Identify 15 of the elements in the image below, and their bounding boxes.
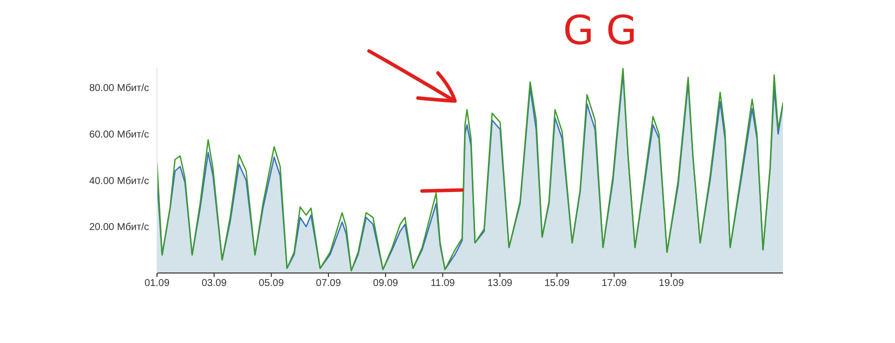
text: GG (563, 8, 649, 54)
x-tick-label: 01.09 (144, 278, 170, 290)
y-tick-label: 80.00 Мбит/с (89, 83, 149, 94)
x-tick-label: 13.09 (487, 278, 513, 290)
x-tick-label: 19.09 (658, 278, 684, 290)
x-tick-label: 07.09 (316, 278, 342, 290)
y-tick-label: 60.00 Мбит/с (89, 130, 149, 141)
x-tick-label: 17.09 (602, 278, 628, 290)
x-tick-label: 05.09 (258, 278, 284, 290)
x-tick-label: 09.09 (373, 278, 399, 290)
y-tick-label: 20.00 Мбит/с (89, 222, 149, 234)
y-tick-label: 40.00 Мбит/с (89, 176, 149, 187)
x-tick-label: 03.09 (202, 278, 228, 290)
x-tick-label: 15.09 (544, 278, 570, 290)
x-tick-label: 11.09 (430, 278, 456, 290)
